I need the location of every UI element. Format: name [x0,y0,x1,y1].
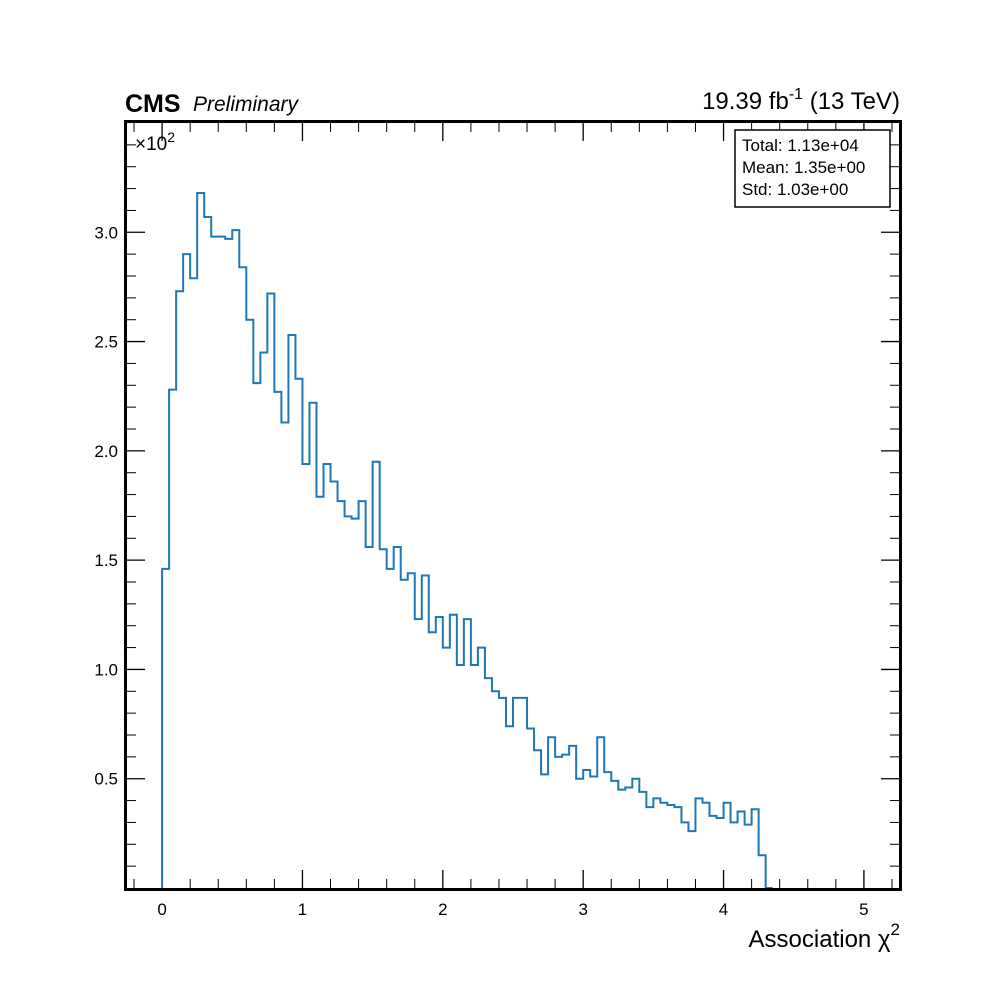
y-tick-label: 1.0 [94,660,118,679]
x-tick-label: 1 [298,900,307,919]
y-multiplier-base: ×10 [135,134,167,155]
stats-std: Std: 1.03e+00 [742,180,848,199]
x-axis-title-text: Association χ [749,926,891,953]
lumi-exponent: -1 [789,86,803,103]
tick-labels: 0 1 2 3 4 5 0.5 1.0 1.5 2.0 2.5 3.0 [94,223,868,919]
x-axis-title: Association χ2 [749,920,900,953]
x-axis-title-exponent: 2 [891,920,900,939]
plot-frame [124,120,902,891]
experiment-label: CMS [125,90,181,118]
x-tick-label: 4 [719,900,728,919]
stats-total: Total: 1.13e+04 [742,136,859,155]
x-tick-label: 3 [578,900,587,919]
energy-label [803,88,810,115]
lumi-value: 19.39 fb [702,88,789,115]
status-label: Preliminary [193,93,300,116]
stats-mean: Mean: 1.35e+00 [742,158,865,177]
stats-box: Total: 1.13e+04 Mean: 1.35e+00 Std: 1.03… [734,129,891,208]
y-multiplier-label: ×102 [135,129,175,155]
energy-value: (13 TeV) [810,88,900,115]
y-tick-label: 2.0 [94,442,118,461]
y-tick-label: 0.5 [94,770,118,789]
x-tick-label: 5 [859,900,868,919]
y-tick-label: 3.0 [94,223,118,242]
luminosity-label: 19.39 fb-1 (13 TeV) [702,86,900,115]
y-multiplier-exponent: 2 [167,129,175,145]
histogram-step-line [161,191,773,889]
y-tick-label: 1.5 [94,551,118,570]
x-tick-label: 2 [438,900,447,919]
stats-box-border [734,129,891,208]
minor-ticks [127,123,899,888]
x-tick-label: 0 [157,900,166,919]
y-tick-label: 2.5 [94,333,118,352]
major-ticks [127,123,899,888]
